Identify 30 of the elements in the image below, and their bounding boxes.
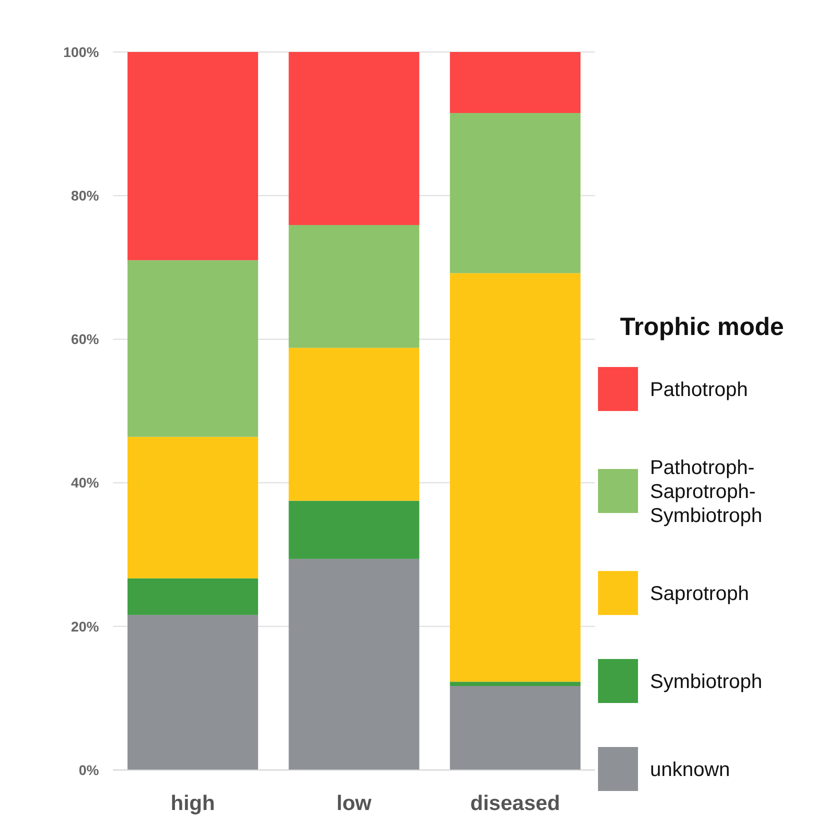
- y-tick-label: 40%: [70, 474, 100, 491]
- bar: [128, 436, 258, 578]
- y-tick-label: 0%: [78, 762, 100, 778]
- legend-title: Trophic mode: [620, 313, 784, 341]
- bar: [128, 614, 258, 770]
- legend-label: Pathotroph: [650, 379, 748, 401]
- bar: [288, 52, 420, 226]
- bar: [288, 225, 420, 348]
- bar: [450, 686, 580, 770]
- x-tick-label: diseased: [470, 792, 560, 815]
- bar: [450, 52, 580, 114]
- bar: [450, 273, 580, 682]
- bar: [128, 260, 258, 437]
- bar: [450, 113, 580, 274]
- y-tick-label: 100%: [63, 44, 100, 60]
- y-tick-label: 80%: [70, 188, 100, 204]
- y-tick-label: 20%: [70, 618, 100, 634]
- legend-label: Symbiotroph: [650, 671, 762, 693]
- bar: [288, 500, 420, 559]
- legend-label: Saprotroph: [650, 583, 749, 605]
- legend-label: unknown: [650, 759, 730, 781]
- x-tick-label: low: [336, 792, 372, 815]
- bar: [450, 682, 580, 686]
- legend-label: Pathotroph-Saprotroph-Symbiotroph: [650, 457, 762, 527]
- x-tick-label: high: [170, 792, 215, 815]
- bar: [288, 348, 420, 501]
- bar: [128, 52, 258, 260]
- bar: [288, 558, 420, 770]
- bar: [128, 578, 258, 615]
- y-tick-label: 60%: [70, 331, 100, 348]
